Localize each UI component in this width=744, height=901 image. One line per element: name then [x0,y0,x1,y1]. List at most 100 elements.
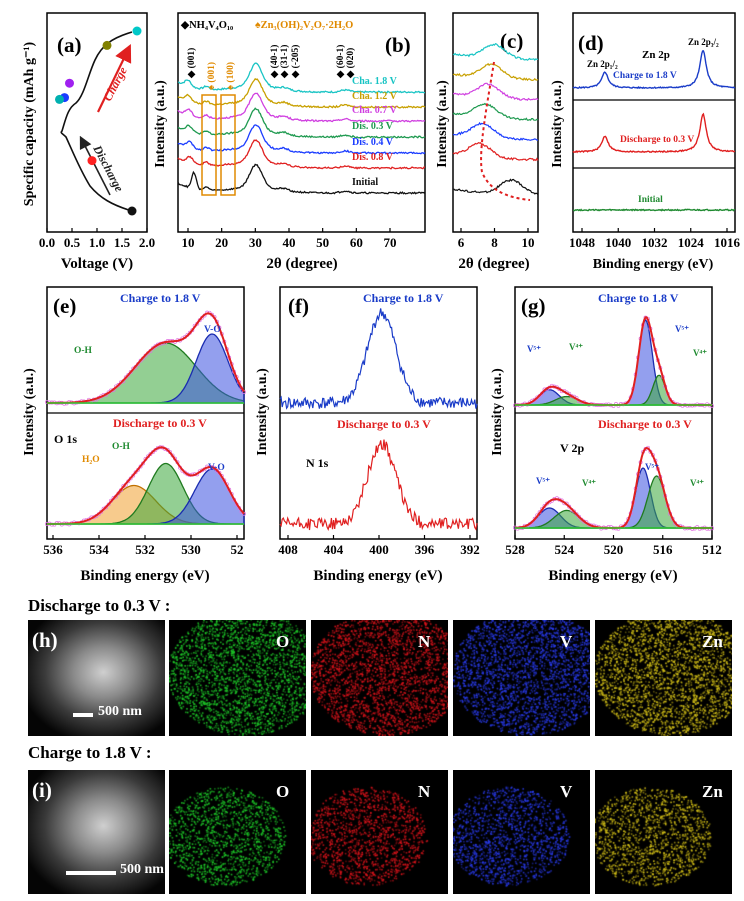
panel-e-oh-top: O-H [74,346,93,356]
panel-a-xticks: 0.0 0.5 1.0 1.5 2.0 [39,228,155,250]
panel-b-series-label: Cha. 1.2 V [352,91,398,102]
panel-a-dot [87,156,97,166]
map-h-letter: (h) [32,628,58,652]
panel-f-core: N 1s [306,456,329,470]
panel-b-series-label: Dis. 0.8 V [352,152,394,163]
panel-g-bottom-label: Discharge to 0.3 V [598,417,692,431]
panel-b-tick-label: 10 [182,235,195,250]
panel-d-letter: (d) [578,31,604,55]
panel-e-tick-label: 52 [231,542,244,557]
panel-c-curves [452,42,539,196]
panel-b-series-label: Initial [352,177,378,188]
panel-b-series-line [177,107,426,139]
panel-b-tick-label: 40 [283,235,296,250]
panel-b-peak-label: ◆ (-205) [290,45,301,79]
panel-b-letter: (b) [385,33,411,57]
panel-d-xlabel: Binding energy (eV) [593,257,714,272]
map-h-scale-label: 500 nm [98,704,142,719]
panel-b-tick-label: 70 [384,235,397,250]
panel-a-tick-label: 2.0 [139,235,155,250]
panel-b-curves [177,62,426,195]
map-h-canvas-o [169,620,306,736]
panel-b-legend-zn3: ♠Zn₃(OH)₂V₂O₇·2H₂O [255,20,353,31]
panel-c-tick-label: 10 [522,235,535,250]
panel-c-letter: (c) [500,29,523,53]
panel-b-highlight-2 [220,94,236,196]
panel-b-peak-label: ◆ (40-1) [269,45,280,79]
panel-d-peak2-label: Zn 2p₃/₂ [688,37,719,47]
panel-a-curve [60,31,133,212]
panel-b-series-label: Cha. 0.7 V [352,105,398,116]
map-i-canvas-n [311,770,448,894]
panel-b-ylabel: Intensity (a.u.) [153,80,168,168]
panel-b-series-line [177,77,426,109]
panel-e-vo-bottom: V-O [208,463,225,473]
panel-b-peak-label: ◆ (31-1) [279,45,290,79]
panel-e-bottom-envelope [47,446,245,525]
panel-f-letter: (f) [288,294,309,318]
map-i-tile-o [169,770,306,894]
panel-g-xlabel: Binding energy (eV) [548,568,677,584]
panel-f-xlabel: Binding energy (eV) [313,568,442,584]
panel-c-series-line [452,42,539,62]
panel-b-frame [177,12,426,233]
panel-b-highlight-1 [201,94,217,196]
panel-e-fits [45,310,246,527]
map-i-tile-n [311,770,448,894]
panel-f-tick-label: 392 [460,542,480,557]
panel-d-series-line [572,112,736,154]
panel-b-series-label: Dis. 0.3 V [352,121,394,132]
panel-d-tick-label: 1040 [605,235,631,250]
panel-b-series-label: Cha. 1.8 V [352,76,398,87]
panel-f-bottom-label: Discharge to 0.3 V [337,417,431,431]
panel-c-series-line [452,142,539,162]
panel-e-top-envelope [47,312,245,404]
panel-g-v4-top-b: V⁴⁺ [693,348,707,358]
panel-c-tick-label: 6 [458,235,465,250]
panel-f-top-label: Charge to 1.8 V [363,291,444,305]
panel-c-frame [452,12,539,233]
panel-c-series-line [452,82,539,102]
panel-e-xticks: 536 534 532 530 52 [43,535,244,557]
panel-g: (g) Charge to 1.8 V V⁵⁺ V⁴⁺ V⁵⁺ V⁴⁺ Disc… [490,286,722,584]
map-i-label-zn: Zn [702,782,723,801]
panel-c-tick-label: 8 [491,235,498,250]
panel-a-letter: (a) [57,33,82,57]
panel-c-series-line [452,62,539,82]
panel-a-tick-label: 1.0 [89,235,105,250]
panel-c-ylabel: Intensity (a.u.) [435,80,450,168]
map-h-canvas-n [311,620,448,736]
panel-d-series-line [572,50,736,90]
panel-a-dot [55,94,64,104]
panel-d-label-discharge: Discharge to 0.3 V [620,135,694,145]
panel-e-xlabel: Binding energy (eV) [80,568,209,584]
panel-b-tick-label: 20 [215,235,228,250]
panel-b: ◆NH₄V₄O₁₀ ♠Zn₃(OH)₂V₂O₇·2H₂O (b) ◆ (001)… [153,12,426,272]
panel-c-series-line [453,178,539,196]
panel-a-ylabel: Specific capacity (mAh g⁻¹) [22,41,37,206]
panel-d-tick-label: 1016 [714,235,741,250]
panel-c-shift-guide [480,61,531,201]
panel-e-core: O 1s [54,432,77,446]
panel-f-ylabel: Intensity (a.u.) [255,368,270,456]
panel-b-series-line [177,124,426,155]
panel-d-peak1-label: Zn 2p₁/₂ [587,59,618,69]
panel-d-series-line [573,208,735,212]
panel-b-peak-label: ◆ (020) [345,48,356,79]
panel-g-top-label: Charge to 1.8 V [598,291,679,305]
panel-e-oh-bottom: O-H [112,442,131,452]
panel-g-fits [513,315,714,531]
map-h-label-zn: Zn [702,632,723,651]
panel-d: (d) Zn 2p Zn 2p₁/₂ Zn 2p₃/₂ Charge to 1.… [550,12,741,272]
panel-c-series-line [452,102,539,121]
panel-b-peak-label-zn3: ♠ (001) [206,62,217,90]
map-h-tile-n [311,620,448,736]
map-h-tile-o [169,620,306,736]
panel-g-tick-label: 524 [555,542,575,557]
panel-d-xticks: 1048 1040 1032 1024 1016 [569,228,741,250]
panel-g-letter: (g) [521,294,546,318]
panel-g-core: V 2p [560,441,584,455]
panel-b-tick-label: 50 [316,235,329,250]
panel-b-series-label: Dis. 0.4 V [352,137,394,148]
panel-a-dot [102,40,112,50]
